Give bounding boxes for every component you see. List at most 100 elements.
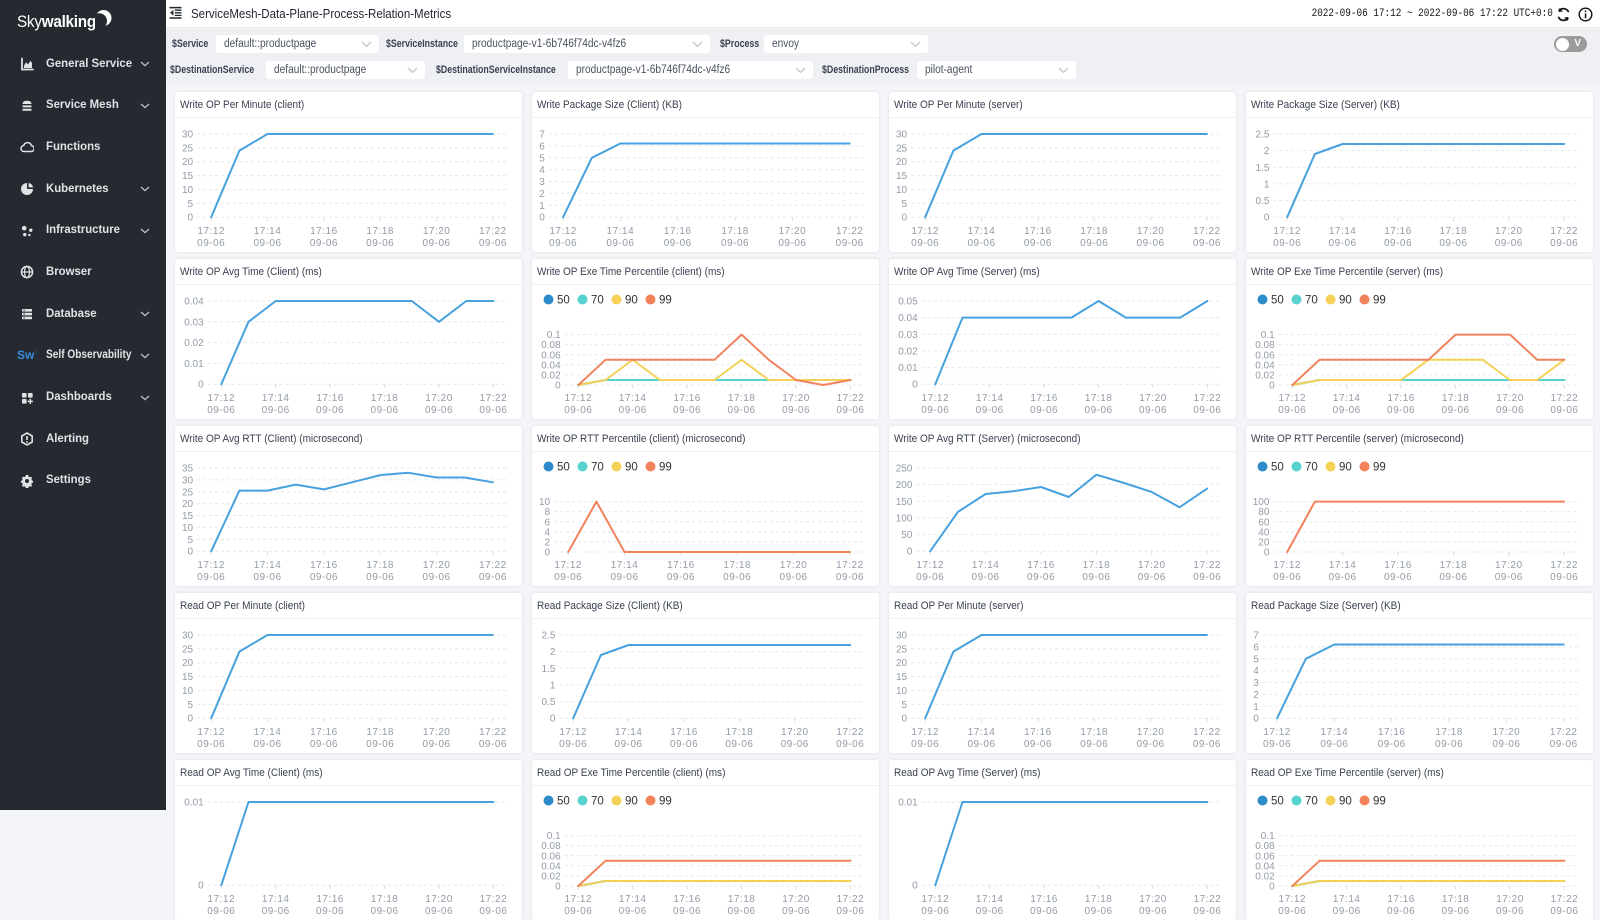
svg-text:2: 2 [1264,146,1270,157]
svg-text:17:20: 17:20 [1137,727,1165,738]
svg-text:17:22: 17:22 [480,393,508,404]
svg-text:6: 6 [545,517,551,528]
svg-text:0.02: 0.02 [184,338,204,349]
svg-text:09-06: 09-06 [725,739,753,750]
svg-text:8: 8 [545,507,551,518]
svg-text:09-06: 09-06 [1333,405,1361,416]
svg-text:2: 2 [550,647,556,658]
svg-text:17:14: 17:14 [968,727,996,738]
svg-text:50: 50 [901,530,913,541]
svg-text:09-06: 09-06 [673,405,701,416]
svg-text:99: 99 [1373,462,1386,474]
svg-text:17:18: 17:18 [1442,894,1470,905]
svg-text:35: 35 [182,464,194,475]
svg-text:0.01: 0.01 [184,798,204,809]
svg-text:0: 0 [912,881,918,892]
svg-text:09-06: 09-06 [976,405,1004,416]
svg-text:99: 99 [1373,295,1386,307]
svg-text:15: 15 [182,171,194,182]
svg-text:5: 5 [1253,654,1259,665]
svg-text:09-06: 09-06 [728,906,756,917]
svg-text:09-06: 09-06 [723,572,751,583]
svg-text:6: 6 [1253,642,1259,653]
svg-text:17:12: 17:12 [1273,560,1301,571]
svg-text:09-06: 09-06 [1495,572,1523,583]
svg-text:7: 7 [1253,631,1259,642]
svg-text:09-06: 09-06 [425,405,453,416]
svg-text:09-06: 09-06 [1387,906,1415,917]
svg-text:09-06: 09-06 [316,405,344,416]
svg-text:4: 4 [1253,666,1259,677]
svg-text:25: 25 [182,143,194,154]
svg-text:17:22: 17:22 [836,727,864,738]
svg-text:0.04: 0.04 [898,313,918,324]
svg-text:5: 5 [902,700,908,711]
svg-text:15: 15 [896,672,908,683]
svg-text:09-06: 09-06 [782,405,810,416]
svg-text:17:12: 17:12 [559,727,587,738]
svg-text:17:12: 17:12 [922,393,950,404]
svg-text:50: 50 [557,462,570,474]
svg-text:09-06: 09-06 [207,405,235,416]
svg-text:17:14: 17:14 [976,894,1004,905]
svg-text:2: 2 [1253,690,1259,701]
svg-text:20: 20 [896,658,908,669]
svg-text:09-06: 09-06 [911,739,939,750]
svg-text:20: 20 [182,658,194,669]
svg-text:17:14: 17:14 [611,560,639,571]
svg-text:17:22: 17:22 [1550,727,1578,738]
svg-text:10: 10 [896,686,908,697]
svg-text:09-06: 09-06 [366,572,394,583]
svg-text:09-06: 09-06 [1193,405,1221,416]
svg-text:17:14: 17:14 [254,226,282,237]
svg-text:99: 99 [659,796,672,808]
svg-text:40: 40 [1258,527,1270,538]
svg-text:17:16: 17:16 [1384,560,1412,571]
svg-text:0: 0 [1269,882,1275,893]
svg-text:09-06: 09-06 [316,906,344,917]
svg-text:09-06: 09-06 [1263,739,1291,750]
svg-text:0: 0 [912,380,918,391]
svg-text:0.1: 0.1 [547,330,561,341]
svg-text:0.01: 0.01 [898,363,918,374]
svg-text:17:20: 17:20 [1139,393,1167,404]
svg-text:09-06: 09-06 [549,238,577,249]
svg-text:50: 50 [557,796,570,808]
svg-text:17:16: 17:16 [670,727,698,738]
svg-text:0: 0 [1269,381,1275,392]
svg-text:09-06: 09-06 [836,238,864,249]
svg-text:09-06: 09-06 [1492,739,1520,750]
svg-text:17:18: 17:18 [1080,727,1108,738]
svg-text:17:18: 17:18 [1085,894,1113,905]
svg-text:09-06: 09-06 [781,739,809,750]
svg-text:17:16: 17:16 [673,894,701,905]
svg-text:17:20: 17:20 [425,393,453,404]
svg-text:0.06: 0.06 [1255,350,1275,361]
svg-text:17:18: 17:18 [371,393,399,404]
svg-text:17:12: 17:12 [197,226,225,237]
svg-text:09-06: 09-06 [1027,572,1055,583]
svg-text:17:16: 17:16 [664,226,692,237]
svg-text:09-06: 09-06 [207,906,235,917]
svg-text:17:18: 17:18 [1083,560,1111,571]
svg-text:09-06: 09-06 [836,906,864,917]
svg-text:1.5: 1.5 [541,664,555,675]
svg-text:2.5: 2.5 [541,631,555,642]
svg-text:17:16: 17:16 [1024,226,1052,237]
svg-text:4: 4 [539,165,545,176]
svg-text:90: 90 [625,295,638,307]
svg-text:09-06: 09-06 [366,739,394,750]
svg-text:0: 0 [1253,714,1259,725]
svg-text:0: 0 [545,548,551,559]
svg-text:17:18: 17:18 [1440,560,1468,571]
svg-text:0: 0 [188,714,194,725]
svg-text:17:14: 17:14 [607,226,635,237]
svg-text:10: 10 [896,185,908,196]
svg-text:17:16: 17:16 [310,560,338,571]
svg-text:17:12: 17:12 [565,894,593,905]
svg-text:17:14: 17:14 [1329,226,1357,237]
svg-text:70: 70 [591,295,604,307]
svg-text:99: 99 [1373,796,1386,808]
svg-text:17:16: 17:16 [1030,894,1058,905]
svg-text:0.05: 0.05 [898,297,918,308]
